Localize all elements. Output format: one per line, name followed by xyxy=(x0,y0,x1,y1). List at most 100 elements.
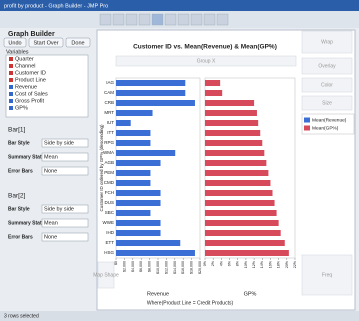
dropdown[interactable] xyxy=(41,204,89,214)
bar[interactable] xyxy=(205,130,261,136)
variable-icon xyxy=(9,85,13,89)
toolbar-icon[interactable] xyxy=(177,13,190,26)
bar[interactable] xyxy=(205,120,259,126)
legend-frame xyxy=(301,113,355,135)
button-label[interactable]: Done xyxy=(71,40,84,46)
toolbar-icon[interactable] xyxy=(112,13,125,26)
variable-item[interactable]: Product Line xyxy=(15,77,46,83)
drop-zone-label[interactable]: Group X xyxy=(197,58,216,64)
dropdown[interactable] xyxy=(41,232,89,242)
category-label: RPG xyxy=(104,140,114,145)
toolbar-icon[interactable] xyxy=(203,13,216,26)
field-label: Error Bars xyxy=(8,234,33,240)
toolbar-icon[interactable] xyxy=(151,13,164,26)
bar[interactable] xyxy=(116,140,151,146)
variable-item[interactable]: Revenue xyxy=(15,84,37,90)
variable-item[interactable]: GP% xyxy=(15,105,28,111)
drop-zone[interactable] xyxy=(97,261,115,289)
drop-zone[interactable] xyxy=(115,55,297,67)
legend-label: Mean(Revenue) xyxy=(312,117,347,123)
bar[interactable] xyxy=(205,150,265,156)
bar[interactable] xyxy=(116,170,151,176)
bar[interactable] xyxy=(205,210,277,216)
drop-zone[interactable] xyxy=(301,30,353,54)
bar[interactable] xyxy=(205,90,223,96)
bar[interactable] xyxy=(205,240,285,246)
button-label[interactable]: Undo xyxy=(8,40,21,46)
dropdown[interactable] xyxy=(41,166,89,176)
bar[interactable] xyxy=(205,160,267,166)
bar[interactable] xyxy=(116,150,176,156)
drop-zone[interactable] xyxy=(301,77,353,93)
button[interactable] xyxy=(3,37,27,48)
variable-item[interactable]: Customer ID xyxy=(15,70,46,76)
bar[interactable] xyxy=(205,230,281,236)
bar[interactable] xyxy=(205,200,275,206)
bar[interactable] xyxy=(205,190,273,196)
dropdown-value[interactable]: Mean xyxy=(44,154,58,160)
drop-zone-label[interactable]: Size xyxy=(322,100,332,106)
button[interactable] xyxy=(28,37,64,48)
bar[interactable] xyxy=(116,90,186,96)
bar[interactable] xyxy=(116,180,151,186)
toolbar-icon[interactable] xyxy=(190,13,203,26)
dropdown[interactable] xyxy=(41,218,89,228)
drop-zone-label[interactable]: Overlay xyxy=(318,63,336,69)
bar[interactable] xyxy=(205,80,221,86)
bar[interactable] xyxy=(116,190,161,196)
bar[interactable] xyxy=(116,80,186,86)
drop-zone[interactable] xyxy=(301,95,353,111)
bar[interactable] xyxy=(205,170,269,176)
bar[interactable] xyxy=(116,110,153,116)
bar[interactable] xyxy=(116,220,161,226)
drop-zone-label[interactable]: Wrap xyxy=(321,39,333,45)
title-bar xyxy=(0,0,359,11)
toolbar-icon[interactable] xyxy=(164,13,177,26)
category-label: ETT xyxy=(106,240,115,245)
drop-zone-label[interactable]: Color xyxy=(321,82,333,88)
bar[interactable] xyxy=(205,140,263,146)
x-tick-label: 20% xyxy=(285,260,289,268)
x-tick-label: 18% xyxy=(277,260,281,268)
toolbar-icon[interactable] xyxy=(216,13,229,26)
variable-item[interactable]: Gross Profit xyxy=(15,98,45,104)
dropdown-value[interactable]: Side by side xyxy=(44,140,74,146)
variables-list xyxy=(5,54,89,118)
drop-zone-label[interactable]: Freq xyxy=(322,272,333,278)
bar[interactable] xyxy=(205,100,255,106)
x-tick-label: $0 xyxy=(114,261,118,265)
variable-item[interactable]: Quarter xyxy=(15,56,34,62)
dropdown-value[interactable]: Mean xyxy=(44,220,58,226)
toolbar-icon[interactable] xyxy=(99,13,112,26)
button-label[interactable]: Start Over xyxy=(33,40,58,46)
field-label: Bar Style xyxy=(8,140,30,146)
bar[interactable] xyxy=(116,230,161,236)
dropdown-value[interactable]: None xyxy=(44,168,57,174)
drop-zone[interactable] xyxy=(301,57,353,75)
x-tick-label: $20,000 xyxy=(198,261,202,274)
button[interactable] xyxy=(65,37,91,48)
bar[interactable] xyxy=(116,160,161,166)
dropdown[interactable] xyxy=(41,138,89,148)
bar[interactable] xyxy=(116,130,151,136)
drop-zone[interactable] xyxy=(301,254,353,296)
toolbar-icon[interactable] xyxy=(125,13,138,26)
variable-item[interactable]: Cost of Sales xyxy=(15,91,48,97)
variable-item[interactable]: Channel xyxy=(15,63,36,69)
bar[interactable] xyxy=(205,180,271,186)
bar[interactable] xyxy=(116,100,195,106)
dropdown[interactable] xyxy=(41,152,89,162)
bar[interactable] xyxy=(205,250,289,256)
toolbar-icon[interactable] xyxy=(138,13,151,26)
dropdown-value[interactable]: None xyxy=(44,234,57,240)
drop-zone-label[interactable]: Map Shape xyxy=(93,272,119,278)
bar[interactable] xyxy=(116,200,161,206)
legend-swatch xyxy=(304,125,310,131)
bar[interactable] xyxy=(116,240,181,246)
bar[interactable] xyxy=(205,110,257,116)
dropdown-value[interactable]: Side by side xyxy=(44,206,74,212)
bar[interactable] xyxy=(205,220,279,226)
bar[interactable] xyxy=(116,210,151,216)
bar[interactable] xyxy=(116,120,131,126)
bar[interactable] xyxy=(116,250,195,256)
